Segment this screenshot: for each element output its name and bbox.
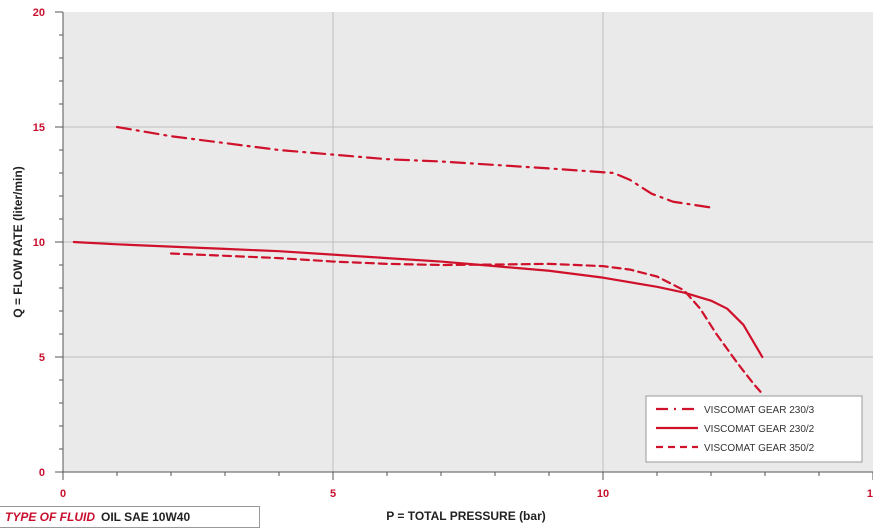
x-axis-title: P = TOTAL PRESSURE (bar) xyxy=(386,509,545,523)
y-tick-label: 15 xyxy=(33,122,45,134)
series-lines xyxy=(72,125,764,395)
legend-label: VISCOMAT GEAR 350/2 xyxy=(704,443,815,454)
y-tick-label: 10 xyxy=(33,237,45,249)
series-line-3 xyxy=(169,252,764,395)
legend-label: VISCOMAT GEAR 230/3 xyxy=(704,405,815,416)
fluid-type-value: OIL SAE 10W40 xyxy=(101,510,191,524)
x-tick-label: 5 xyxy=(330,488,336,500)
x-tick-label: 15 xyxy=(867,488,873,500)
y-axis-title: Q = FLOW RATE (liter/min) xyxy=(11,166,25,317)
y-tick-label: 0 xyxy=(39,467,45,479)
y-tick-label: 5 xyxy=(39,352,45,364)
x-tick-label: 0 xyxy=(60,488,66,500)
y-tick-label: 20 xyxy=(33,7,45,19)
grid-lines xyxy=(63,12,873,472)
legend: VISCOMAT GEAR 230/3 VISCOMAT GEAR 230/2 VI… xyxy=(645,395,863,463)
legend-label: VISCOMAT GEAR 230/2 xyxy=(704,424,815,435)
series-line-2 xyxy=(72,240,764,359)
fluid-type-label: TYPE OF FLUID xyxy=(5,510,95,524)
series-line-1 xyxy=(115,125,713,209)
x-tick-label: 10 xyxy=(597,488,609,500)
axis-ticks: 0 5 10 15 0 5 10 15 20 xyxy=(33,7,873,500)
fluid-type-note: TYPE OF FLUID OIL SAE 10W40 xyxy=(0,506,260,528)
